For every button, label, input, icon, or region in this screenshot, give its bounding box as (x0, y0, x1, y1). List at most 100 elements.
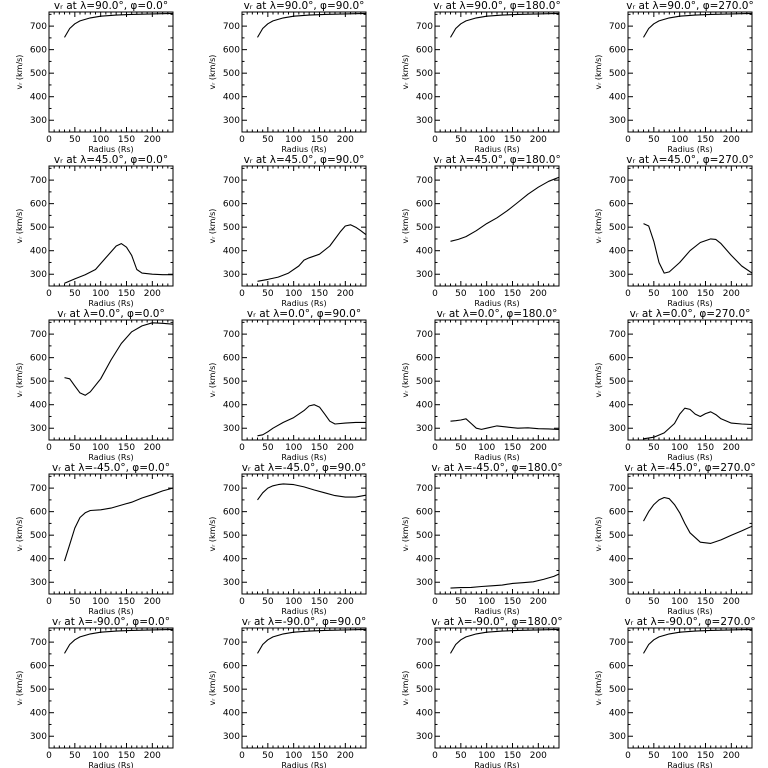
y-tick-label: 400 (416, 401, 433, 411)
chart-title: vᵣ at λ=0.0°, φ=90.0° (247, 308, 361, 320)
y-tick-label: 700 (416, 176, 433, 186)
series-line (63, 487, 173, 562)
y-tick-label: 300 (30, 424, 47, 434)
y-tick-label: 700 (609, 22, 626, 32)
x-axis-label: Radius (Rs) (667, 299, 712, 308)
x-tick-label: 50 (648, 443, 660, 453)
y-axis-label: vᵣ (km/s) (15, 517, 24, 552)
x-tick-label: 100 (92, 597, 109, 607)
y-axis-label: vᵣ (km/s) (401, 55, 410, 90)
y-tick-label: 400 (416, 555, 433, 565)
y-tick-label: 400 (223, 93, 240, 103)
panel-9: vᵣ at λ=0.0°, φ=90.0° 0 50 100 150 200 300 400 5… (208, 308, 367, 462)
x-tick-label: 100 (285, 751, 302, 761)
x-axis-label: Radius (Rs) (88, 453, 133, 462)
y-tick-label: 700 (609, 638, 626, 648)
y-tick-label: 600 (609, 508, 626, 518)
y-tick-label: 500 (416, 685, 433, 695)
x-tick-label: 100 (285, 597, 302, 607)
x-tick-label: 150 (504, 597, 521, 607)
chart-title: vᵣ at λ=0.0°, φ=0.0° (57, 308, 164, 320)
x-tick-label: 0 (625, 135, 631, 145)
y-axis-label: vᵣ (km/s) (594, 671, 603, 706)
series-line (257, 628, 366, 654)
x-tick-label: 150 (697, 289, 714, 299)
x-tick-label: 100 (92, 751, 109, 761)
x-tick-label: 150 (118, 751, 135, 761)
y-tick-label: 400 (30, 555, 47, 565)
y-tick-label: 600 (30, 200, 47, 210)
y-tick-label: 600 (416, 508, 433, 518)
x-tick-label: 0 (432, 135, 438, 145)
x-tick-label: 150 (118, 443, 135, 453)
plot-frame (241, 473, 367, 595)
x-axis-label: Radius (Rs) (474, 145, 519, 154)
x-tick-label: 50 (69, 289, 81, 299)
y-tick-label: 500 (223, 685, 240, 695)
y-axis-label: vᵣ (km/s) (401, 517, 410, 552)
y-tick-label: 500 (30, 377, 47, 387)
x-tick-label: 200 (144, 443, 161, 453)
panel-10: vᵣ at λ=0.0°, φ=180.0° 0 50 100 150 200 300 400… (401, 308, 560, 462)
y-axis-label: vᵣ (km/s) (208, 517, 217, 552)
x-tick-label: 150 (697, 751, 714, 761)
y-tick-label: 600 (30, 46, 47, 56)
y-tick-label: 300 (609, 116, 626, 126)
x-tick-label: 150 (311, 751, 328, 761)
x-tick-label: 200 (530, 289, 547, 299)
x-axis-label: Radius (Rs) (88, 145, 133, 154)
y-tick-label: 300 (609, 578, 626, 588)
y-tick-label: 500 (30, 531, 47, 541)
x-tick-label: 0 (46, 135, 52, 145)
x-tick-label: 50 (69, 443, 81, 453)
x-tick-label: 50 (262, 751, 274, 761)
x-tick-label: 50 (262, 135, 274, 145)
panel-5: vᵣ at λ=45.0°, φ=90.0° 0 50 100 150 200 300 400… (208, 154, 367, 308)
y-axis-label: vᵣ (km/s) (208, 363, 217, 398)
y-tick-label: 600 (609, 200, 626, 210)
x-tick-label: 150 (311, 597, 328, 607)
y-tick-label: 400 (223, 247, 240, 257)
y-tick-label: 700 (30, 176, 47, 186)
chart-title: vᵣ at λ=-90.0°, φ=270.0° (624, 616, 755, 628)
x-tick-label: 200 (337, 751, 354, 761)
x-tick-label: 0 (46, 597, 52, 607)
y-tick-label: 400 (30, 247, 47, 257)
x-axis-label: Radius (Rs) (281, 761, 326, 768)
x-tick-label: 150 (697, 597, 714, 607)
chart-title: vᵣ at λ=-90.0°, φ=0.0° (52, 616, 170, 628)
y-tick-label: 500 (30, 685, 47, 695)
x-tick-label: 0 (625, 751, 631, 761)
chart-title: vᵣ at λ=0.0°, φ=270.0° (630, 308, 751, 320)
y-tick-label: 600 (30, 508, 47, 518)
y-tick-label: 700 (609, 330, 626, 340)
y-tick-label: 600 (30, 662, 47, 672)
y-tick-label: 300 (609, 732, 626, 742)
x-tick-label: 0 (432, 443, 438, 453)
y-tick-label: 500 (223, 69, 240, 79)
x-tick-label: 100 (92, 135, 109, 145)
y-tick-label: 300 (416, 270, 433, 280)
series-line (450, 573, 559, 589)
x-tick-label: 50 (69, 135, 81, 145)
chart-title: vᵣ at λ=-90.0°, φ=90.0° (242, 616, 367, 628)
panel-12: vᵣ at λ=-45.0°, φ=0.0° 0 50 100 150 200 300 400… (15, 462, 174, 616)
x-axis-label: Radius (Rs) (281, 145, 326, 154)
x-tick-label: 200 (144, 751, 161, 761)
x-tick-label: 0 (46, 289, 52, 299)
x-tick-label: 100 (478, 443, 495, 453)
y-tick-label: 400 (416, 709, 433, 719)
y-tick-label: 600 (416, 46, 433, 56)
y-tick-label: 700 (223, 484, 240, 494)
y-tick-label: 400 (30, 709, 47, 719)
y-tick-label: 500 (609, 531, 626, 541)
x-tick-label: 200 (337, 443, 354, 453)
y-tick-label: 300 (30, 270, 47, 280)
plot-frame (434, 165, 560, 287)
x-axis-label: Radius (Rs) (281, 607, 326, 616)
panel-13: vᵣ at λ=-45.0°, φ=90.0° 0 50 100 150 200 300 40… (208, 462, 367, 616)
x-axis-label: Radius (Rs) (281, 453, 326, 462)
x-tick-label: 100 (671, 289, 688, 299)
x-tick-label: 150 (697, 135, 714, 145)
y-tick-label: 700 (30, 638, 47, 648)
